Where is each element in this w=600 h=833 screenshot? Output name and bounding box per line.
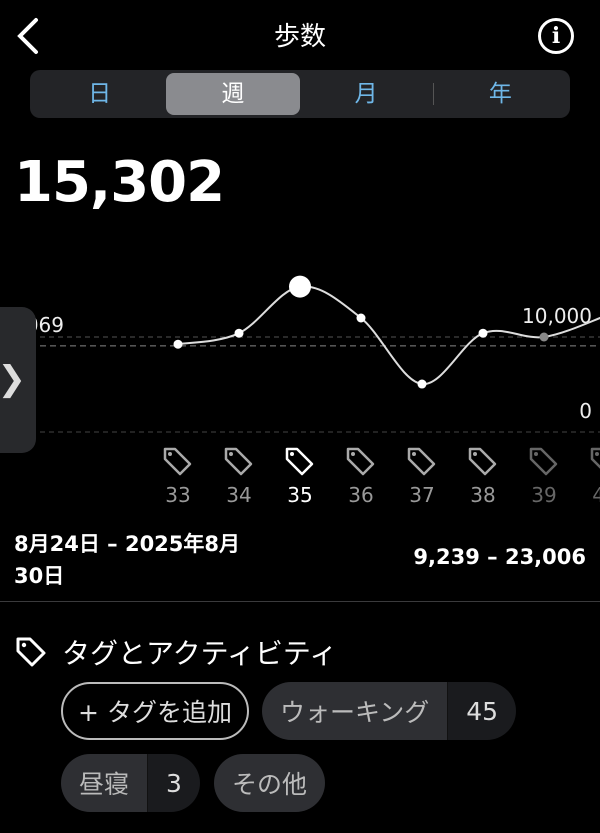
- tag-count: 45: [447, 682, 517, 740]
- x-tick-label: 35: [287, 483, 312, 507]
- tags-heading: タグとアクティビティ: [14, 632, 337, 672]
- data-point[interactable]: [173, 339, 183, 349]
- period-tabs: 日 週 月 年: [30, 70, 570, 118]
- date-range-line1: 8月24日 – 2025年8月: [14, 532, 241, 556]
- back-button[interactable]: [10, 16, 46, 56]
- tag-icon[interactable]: [590, 447, 600, 474]
- tag-icon[interactable]: [346, 447, 375, 476]
- tab-month[interactable]: 月: [354, 81, 378, 107]
- step-total: 15,302: [14, 150, 225, 215]
- divider: [0, 601, 600, 602]
- side-panel-handle[interactable]: ❯: [0, 307, 36, 453]
- x-tick-label: 38: [470, 483, 495, 507]
- tab-year[interactable]: 年: [488, 81, 512, 107]
- tag-label: 昼寝: [61, 754, 148, 812]
- info-icon[interactable]: i: [538, 18, 574, 54]
- x-tick-label: 40: [592, 483, 600, 507]
- tag-chip-walking[interactable]: ウォーキング 45: [262, 682, 517, 740]
- x-tick-label: 37: [409, 483, 434, 507]
- x-tick-label: 39: [531, 483, 556, 507]
- tab-week[interactable]: 週: [166, 73, 300, 115]
- data-point[interactable]: [234, 328, 244, 338]
- data-point[interactable]: [356, 313, 366, 323]
- tag-count: 3: [147, 754, 200, 812]
- tag-chip-other[interactable]: その他: [214, 754, 326, 812]
- tag-label: ウォーキング: [262, 682, 448, 740]
- x-tick-label: 34: [226, 483, 251, 507]
- chevron-left-icon: [17, 18, 38, 54]
- date-range: 8月24日 – 2025年8月 30日: [14, 528, 240, 592]
- tag-icon[interactable]: [468, 447, 497, 476]
- tag-icon[interactable]: [529, 447, 558, 476]
- data-point[interactable]: [478, 328, 488, 338]
- steps-line: [177, 285, 600, 386]
- tag-icon[interactable]: [224, 447, 253, 476]
- steps-chart[interactable]: 010,0009,0693334353637383940: [0, 270, 600, 510]
- x-tick-label: 33: [165, 483, 190, 507]
- page-title: 歩数: [273, 22, 326, 52]
- tag-icon[interactable]: [285, 447, 314, 476]
- data-point[interactable]: [289, 275, 311, 298]
- y-tick-label: 0: [579, 399, 592, 423]
- tags-heading-text: タグとアクティビティ: [62, 637, 338, 670]
- data-point[interactable]: [539, 332, 549, 342]
- x-tick-label: 36: [348, 483, 373, 507]
- tag-label: その他: [214, 754, 326, 812]
- add-tag-button[interactable]: + タグを追加: [61, 682, 249, 740]
- data-point[interactable]: [417, 379, 427, 389]
- chevron-right-icon: ❯: [0, 359, 26, 399]
- tag-chip-nap[interactable]: 昼寝 3: [61, 754, 200, 812]
- steps-range: 9,239 – 23,006: [413, 545, 586, 569]
- y-tick-label: 10,000: [522, 304, 592, 328]
- tab-divider: [432, 83, 434, 105]
- tag-icon: [16, 637, 46, 667]
- tag-icon[interactable]: [163, 447, 192, 476]
- date-range-line2: 30日: [14, 564, 65, 588]
- tab-day[interactable]: 日: [88, 81, 112, 107]
- tag-icon[interactable]: [407, 447, 436, 476]
